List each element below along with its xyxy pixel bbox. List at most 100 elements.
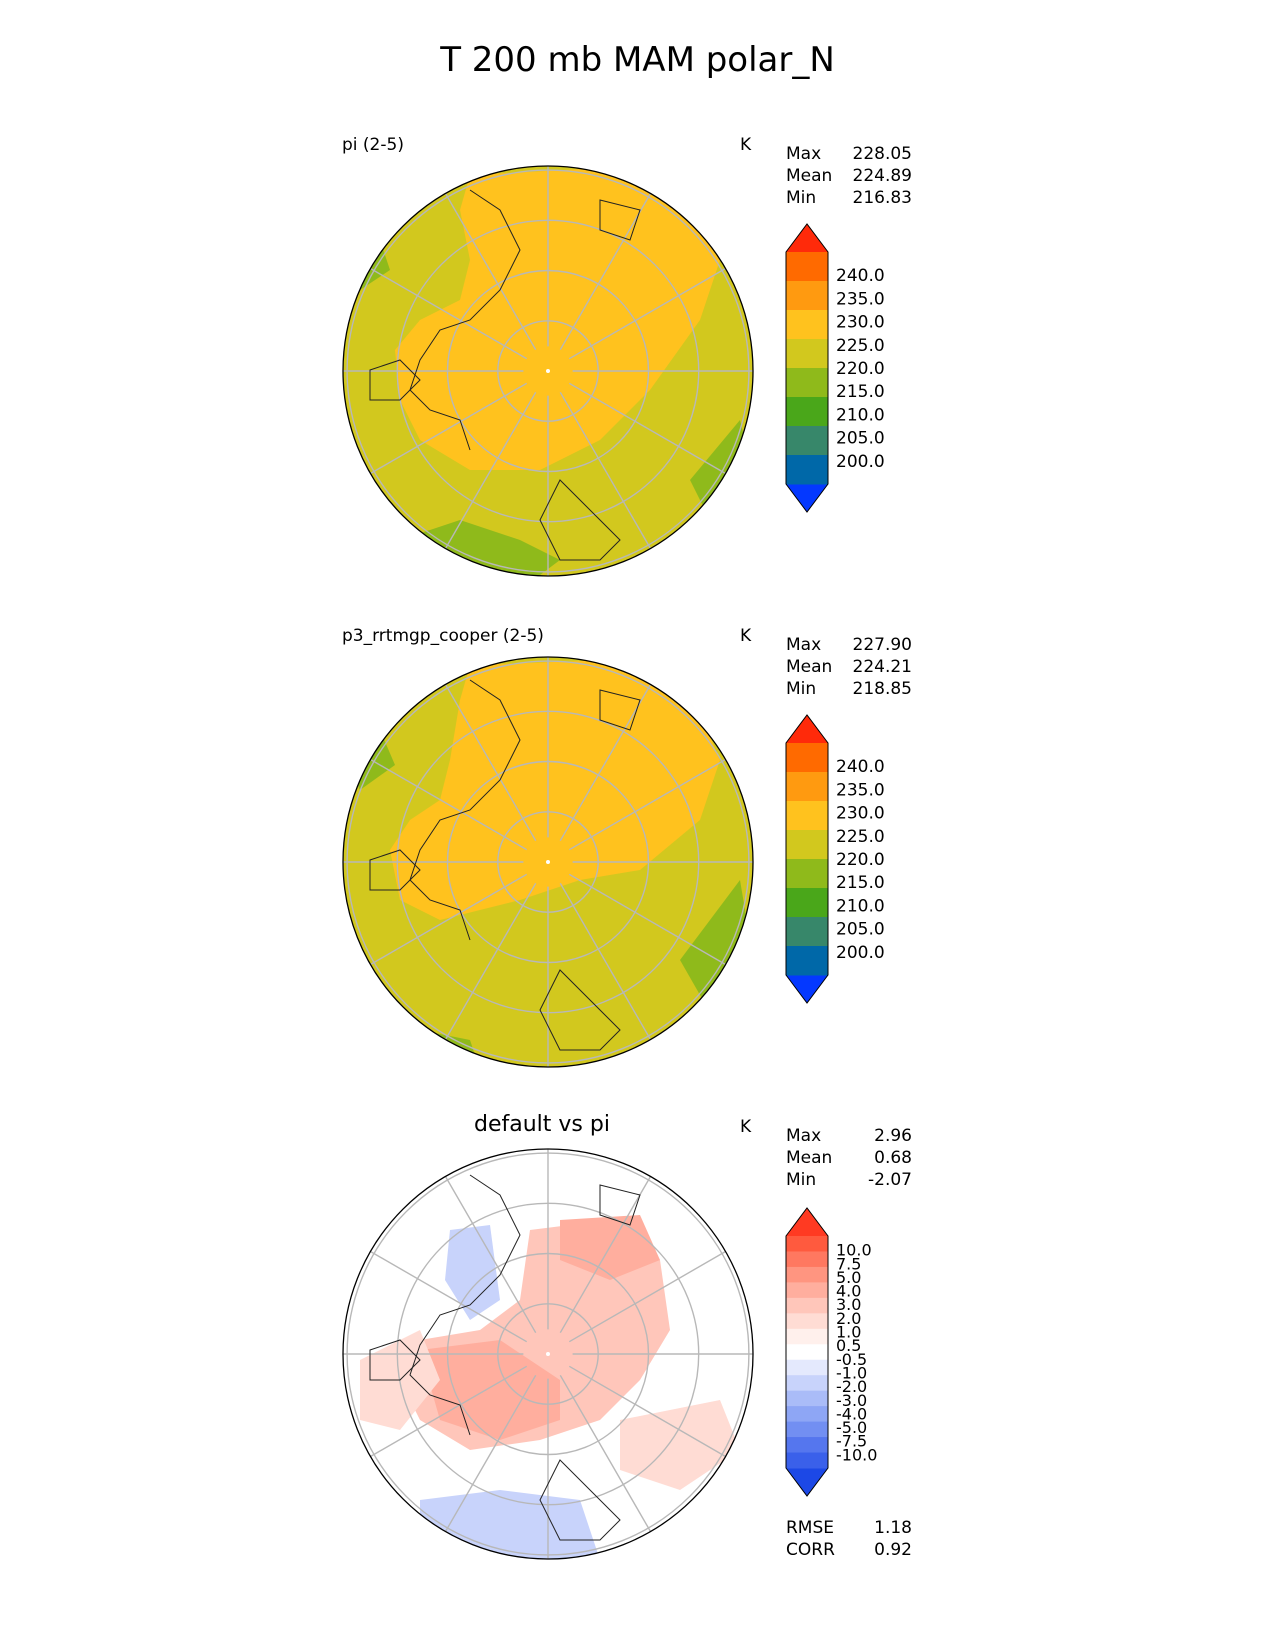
colorbar-segment xyxy=(786,1297,828,1314)
stat-mean-value: 0.68 xyxy=(874,1148,912,1168)
meridian-line xyxy=(559,193,652,351)
pole-marker xyxy=(546,860,550,864)
meridian-line xyxy=(444,1176,537,1334)
meridian-line xyxy=(370,1250,528,1343)
meridian-line xyxy=(444,882,537,1040)
colorbar-outline xyxy=(785,714,829,1004)
colorbar-tick-label: 2.0 xyxy=(836,1309,861,1328)
colorbar-tick-label: 235.0 xyxy=(836,289,885,309)
colorbar-tick-label: 3.0 xyxy=(836,1295,861,1314)
colorbar-segment xyxy=(786,1344,828,1361)
panel-2-label: p3_rrtmgp_cooper (2-5) xyxy=(342,626,544,646)
map-p3-rrtmgp-cooper xyxy=(343,657,753,1067)
colorbar-segment xyxy=(786,252,828,282)
colorbar-segment xyxy=(786,1251,828,1268)
coastlines xyxy=(369,189,641,1541)
colorbar-tick-label: 220.0 xyxy=(836,359,885,379)
colorbar-extend-bottom xyxy=(786,1468,828,1496)
colorbar-tick-label: 7.5 xyxy=(836,1254,861,1273)
colorbar-tick-label: 230.0 xyxy=(836,313,885,333)
colorbar-outline xyxy=(785,1207,829,1497)
colorbar-segment xyxy=(786,859,828,889)
colorbar-tick-label: -10.0 xyxy=(836,1445,877,1464)
colorbar-tick-label: 205.0 xyxy=(836,920,885,940)
pole-marker xyxy=(546,369,550,373)
colorbars-layer: 240.0 235.0 230.0 225.0 220.0 215.0 210.0 205.0… xyxy=(785,223,885,1497)
colorbar-segment xyxy=(786,917,828,947)
colorbar-segment xyxy=(786,1236,828,1252)
positive-anomaly-core xyxy=(420,1340,560,1440)
colorbar-segment xyxy=(786,1375,828,1392)
figure-title: T 200 mb MAM polar_N xyxy=(440,40,835,80)
colorbar-tick-label: 205.0 xyxy=(836,429,885,449)
colorbar-segment xyxy=(786,1421,828,1438)
stat-min-value: 216.83 xyxy=(852,188,912,208)
colorbar-segment xyxy=(786,397,828,427)
warm-region xyxy=(390,660,720,920)
stat-min-label: Min xyxy=(786,188,817,208)
colorbar-tick-label: -0.5 xyxy=(836,1350,867,1369)
stat-corr-label: CORR xyxy=(786,1540,835,1560)
meridian-line xyxy=(444,193,537,351)
meridian-line xyxy=(568,267,726,360)
stat-corr-value: 0.92 xyxy=(874,1540,912,1560)
panel-3-units: K xyxy=(740,1117,752,1137)
colorbar-tick-label: 200.0 xyxy=(836,943,885,963)
colorbar-extend-top xyxy=(786,224,828,252)
negative-anomaly-nw xyxy=(445,1225,500,1320)
stat-min-label: Min xyxy=(786,1170,817,1190)
colorbar-outline xyxy=(785,223,829,513)
colorbar-segment xyxy=(786,310,828,340)
stat-max-value: 2.96 xyxy=(874,1126,912,1146)
colorbar-tick-label: 210.0 xyxy=(836,896,885,916)
stat-min-value: 218.85 xyxy=(852,679,912,699)
colorbar-segment xyxy=(786,743,828,773)
colorbar-tick-label: 210.0 xyxy=(836,405,885,425)
colorbar-tick-label: 1.0 xyxy=(836,1323,861,1342)
meridian-line xyxy=(568,758,726,851)
stat-min-value: -2.07 xyxy=(868,1170,912,1190)
colorbar-extend-top xyxy=(786,1208,828,1236)
meridian-line xyxy=(559,882,652,1040)
positive-anomaly-east xyxy=(620,1400,740,1490)
warm-region xyxy=(395,168,720,470)
colorbar-extend-bottom xyxy=(786,484,828,512)
meridian-line xyxy=(370,758,528,851)
colorbar-tick-label: 240.0 xyxy=(836,757,885,777)
meridian-line xyxy=(370,382,528,475)
colorbar-1: 240.0 235.0 230.0 225.0 220.0 215.0 210.0 205.0… xyxy=(785,223,885,513)
meridian-line xyxy=(568,1365,726,1458)
map-border-3 xyxy=(342,1148,754,1560)
colorbar-segment xyxy=(786,1359,828,1376)
meridian-line xyxy=(444,391,537,549)
meridian-line xyxy=(568,382,726,475)
graticule-2 xyxy=(343,657,753,1067)
meridian-line xyxy=(559,1374,652,1532)
stat-rmse-value: 1.18 xyxy=(874,1518,912,1538)
colorbar-segment xyxy=(786,801,828,831)
colorbar-tick-label: 10.0 xyxy=(836,1241,872,1260)
meridian-line xyxy=(559,1176,652,1334)
panel-2-units: K xyxy=(740,626,752,646)
colorbar-tick-label: 225.0 xyxy=(836,336,885,356)
meridian-line xyxy=(444,1374,537,1532)
colorbar-segment xyxy=(786,1406,828,1423)
stat-max-label: Max xyxy=(786,635,822,655)
colorbar-segment xyxy=(786,455,828,485)
pole-marker xyxy=(546,1352,550,1356)
map-border-2 xyxy=(342,656,754,1068)
colorbar-segment xyxy=(786,368,828,398)
graticule-3 xyxy=(343,1149,753,1559)
colorbar-tick-label: -3.0 xyxy=(836,1391,867,1410)
colorbar-segment xyxy=(786,946,828,976)
colorbar-tick-label: -1.0 xyxy=(836,1363,867,1382)
graticule-layer xyxy=(343,166,753,1559)
colorbar-extend-bottom xyxy=(786,975,828,1003)
colorbar-tick-label: 4.0 xyxy=(836,1282,861,1301)
meridian-line xyxy=(370,1365,528,1458)
colorbar-tick-label: 5.0 xyxy=(836,1268,861,1287)
stat-min-label: Min xyxy=(786,679,817,699)
colorbar-tick-label: -7.5 xyxy=(836,1432,867,1451)
panel-1-units: K xyxy=(740,135,752,155)
colorbar-segment xyxy=(786,281,828,311)
